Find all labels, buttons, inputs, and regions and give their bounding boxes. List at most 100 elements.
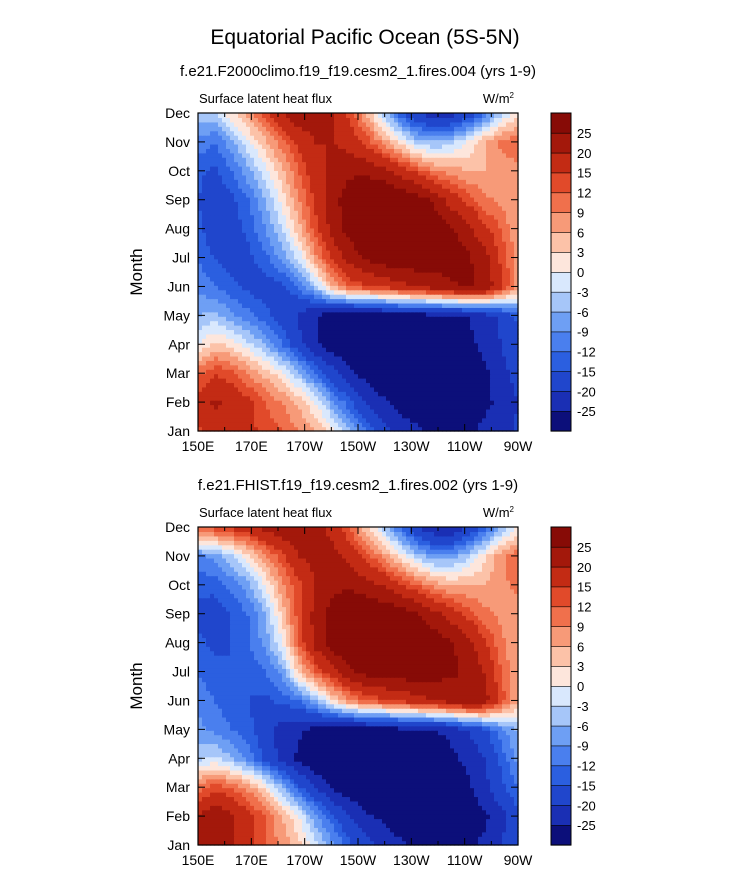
heatmap-cell xyxy=(422,307,427,313)
heatmap-cell xyxy=(370,386,375,392)
heatmap-cell xyxy=(510,333,515,339)
heatmap-cell xyxy=(422,373,427,379)
heatmap-cell xyxy=(270,289,275,295)
heatmap-cell xyxy=(474,232,479,238)
heatmap-cell xyxy=(266,170,271,176)
heatmap-cell xyxy=(482,311,487,317)
heatmap-cell xyxy=(406,258,411,264)
heatmap-cell xyxy=(234,285,239,291)
heatmap-cell xyxy=(310,386,315,392)
heatmap-cell xyxy=(242,192,247,198)
heatmap-cell xyxy=(482,342,487,348)
heatmap-cell xyxy=(298,422,303,428)
heatmap-cell xyxy=(386,391,391,397)
heatmap-cell xyxy=(434,378,439,384)
heatmap-cell xyxy=(278,294,283,300)
heatmap-cell xyxy=(442,355,447,361)
heatmap-cell xyxy=(242,355,247,361)
heatmap-cell xyxy=(434,196,439,202)
heatmap-cell xyxy=(198,413,203,419)
heatmap-cell xyxy=(450,219,455,225)
heatmap-cell xyxy=(418,316,423,322)
heatmap-cell xyxy=(362,422,367,428)
heatmap-cell xyxy=(514,205,519,211)
heatmap-cell xyxy=(206,360,211,366)
heatmap-cell xyxy=(426,355,431,361)
heatmap-cell xyxy=(274,267,279,273)
heatmap-cell xyxy=(310,378,315,384)
heatmap-cell xyxy=(370,263,375,269)
heatmap-cell xyxy=(346,400,351,406)
heatmap-cell xyxy=(198,391,203,397)
heatmap-cell xyxy=(386,426,391,432)
heatmap-cell xyxy=(426,223,431,229)
heatmap-cell xyxy=(290,369,295,375)
heatmap-cell xyxy=(446,179,451,185)
heatmap-cell xyxy=(314,157,319,163)
heatmap-cell xyxy=(394,347,399,353)
heatmap-cell xyxy=(366,236,371,242)
heatmap-cell xyxy=(410,179,415,185)
heatmap-cell xyxy=(386,249,391,255)
heatmap-cell xyxy=(254,413,259,419)
heatmap-cell xyxy=(230,351,235,357)
heatmap-cell xyxy=(418,333,423,339)
heatmap-cell xyxy=(206,245,211,251)
heatmap-cell xyxy=(338,232,343,238)
heatmap-cell xyxy=(270,369,275,375)
heatmap-cell xyxy=(318,347,323,353)
heatmap-cell xyxy=(358,355,363,361)
heatmap-cell xyxy=(330,307,335,313)
heatmap-cell xyxy=(418,382,423,388)
heatmap-cell xyxy=(434,325,439,331)
heatmap-cell xyxy=(474,170,479,176)
heatmap-cell xyxy=(422,183,427,189)
heatmap-cell xyxy=(514,298,519,304)
heatmap-cell xyxy=(302,294,307,300)
heatmap-cell xyxy=(418,183,423,189)
heatmap-cell xyxy=(226,329,231,335)
heatmap-cell xyxy=(294,298,299,304)
heatmap-cell xyxy=(286,364,291,370)
heatmap-cell xyxy=(430,276,435,282)
heatmap-cell xyxy=(398,311,403,317)
heatmap-cell xyxy=(454,157,459,163)
heatmap-cell xyxy=(250,302,255,308)
heatmap-cell xyxy=(222,302,227,308)
heatmap-cell xyxy=(474,307,479,313)
heatmap-cell xyxy=(366,400,371,406)
heatmap-cell xyxy=(382,378,387,384)
heatmap-cell xyxy=(514,289,519,295)
heatmap-cell xyxy=(430,241,435,247)
heatmap-cell xyxy=(270,223,275,229)
heatmap-cell xyxy=(234,329,239,335)
heatmap-cell xyxy=(238,302,243,308)
heatmap-cell xyxy=(486,157,491,163)
heatmap-cell xyxy=(254,210,259,216)
heatmap-cell xyxy=(326,170,331,176)
heatmap-cell xyxy=(278,298,283,304)
heatmap-cell xyxy=(234,170,239,176)
heatmap-cell xyxy=(382,386,387,392)
heatmap-cell xyxy=(234,241,239,247)
heatmap-cell xyxy=(382,395,387,401)
heatmap-cell xyxy=(214,241,219,247)
heatmap-cell xyxy=(242,205,247,211)
heatmap-cell xyxy=(334,272,339,278)
heatmap-cell xyxy=(342,342,347,348)
heatmap-cell xyxy=(426,329,431,335)
heatmap-cell xyxy=(482,236,487,242)
heatmap-cell xyxy=(442,263,447,269)
heatmap-cell xyxy=(298,347,303,353)
heatmap-cell xyxy=(362,408,367,414)
heatmap-cell xyxy=(302,289,307,295)
heatmap-cell xyxy=(398,408,403,414)
heatmap-cell xyxy=(254,157,259,163)
heatmap-cell xyxy=(494,205,499,211)
heatmap-cell xyxy=(214,369,219,375)
heatmap-cell xyxy=(410,329,415,335)
heatmap-cell xyxy=(266,316,271,322)
heatmap-cell xyxy=(478,404,483,410)
heatmap-cell xyxy=(334,214,339,220)
heatmap-cell xyxy=(362,369,367,375)
